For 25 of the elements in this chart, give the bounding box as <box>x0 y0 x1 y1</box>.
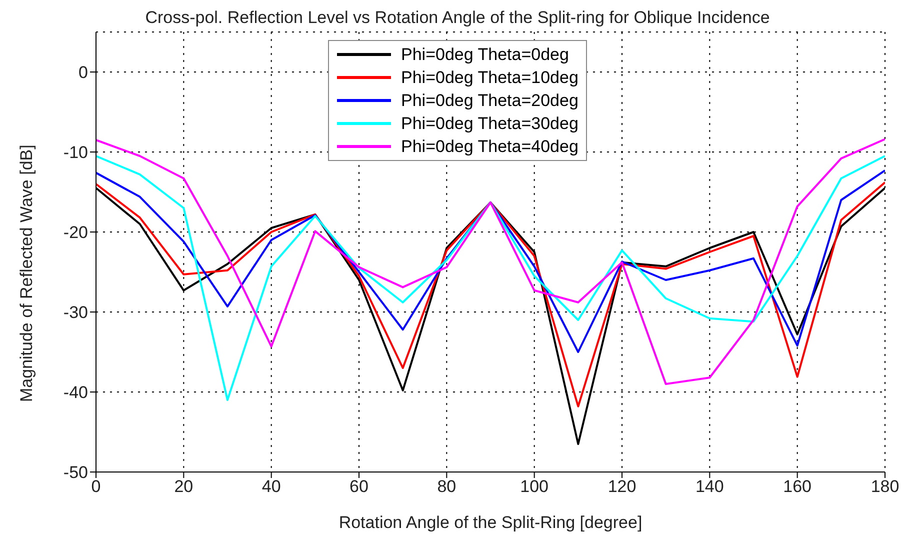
x-tick-label: 0 <box>91 477 101 496</box>
y-tick-label: 0 <box>78 63 88 82</box>
y-tick-label: -40 <box>63 383 88 402</box>
x-tick-label: 160 <box>783 477 812 496</box>
legend-label: Phi=0deg Theta=0deg <box>401 44 569 66</box>
y-tick-label: -50 <box>63 463 88 482</box>
x-tick-label: 20 <box>174 477 194 496</box>
x-tick-label: 140 <box>695 477 724 496</box>
x-tick-label: 100 <box>520 477 549 496</box>
x-tick-label: 120 <box>608 477 636 496</box>
x-tick-label: 80 <box>437 477 456 496</box>
legend-label: Phi=0deg Theta=40deg <box>401 136 578 158</box>
chart-title: Cross-pol. Reflection Level vs Rotation Angle of the Split-ring for Oblique Incidence <box>144 8 771 28</box>
legend-label: Phi=0deg Theta=10deg <box>401 67 578 89</box>
x-tick-label: 60 <box>350 477 368 496</box>
y-tick-label: -10 <box>63 143 88 162</box>
legend-label: Phi=0deg Theta=30deg <box>401 113 578 135</box>
x-tick-label: 180 <box>870 477 900 496</box>
x-axis-title: Rotation Angle of the Split-Ring [degree] <box>338 513 642 532</box>
line-series <box>96 169 885 353</box>
y-axis-title: Magnitude of Reflected Wave [dB] <box>17 144 36 402</box>
x-tick-label: 40 <box>262 477 281 496</box>
legend-label: Phi=0deg Theta=20deg <box>401 90 578 112</box>
y-tick-label: -30 <box>63 303 88 322</box>
y-tick-label: -20 <box>63 223 88 242</box>
